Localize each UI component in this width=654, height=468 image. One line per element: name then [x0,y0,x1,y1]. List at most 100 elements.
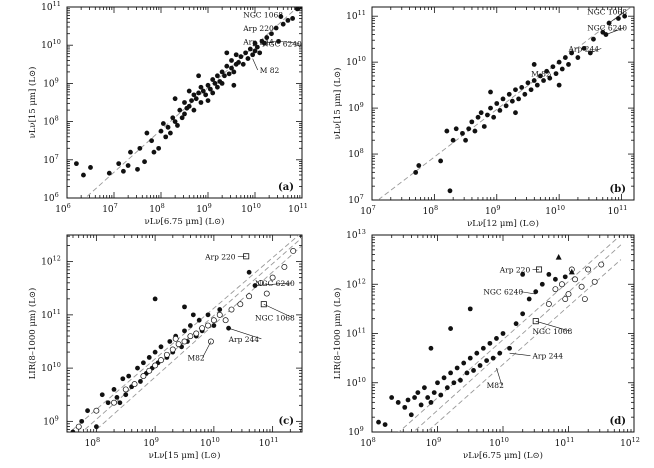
annotation-leader [202,341,212,358]
data-point [117,400,123,406]
data-point [205,98,211,103]
data-point [233,52,239,58]
data-point [211,323,217,328]
data-point [205,312,211,318]
y-tick-label: 107 [348,193,364,206]
data-point [238,54,244,60]
data-point [444,385,450,391]
data-point [198,100,204,105]
data-point [203,92,209,98]
annotation-label: NGC 1068 [255,314,295,323]
data-point [453,126,459,132]
annotation-label: NGC 1068 [243,11,283,20]
data-point [566,62,571,67]
data-point-open [222,317,229,324]
y-tick-label: 1011 [41,0,61,13]
data-point [544,68,550,74]
plot-area [377,7,632,200]
plot-frame [66,234,303,433]
y-tick-label: 1010 [346,376,366,389]
plot-area [376,235,622,432]
panel-label: (a) [278,182,294,193]
y-axis-label: νLν[15 μm] (L⊙) [332,68,343,140]
data-point [172,119,178,124]
data-point [541,78,546,83]
data-point [182,111,187,117]
data-point-open [598,261,605,268]
data-point [431,390,437,395]
data-point [556,82,562,88]
data-point [559,66,565,72]
data-point [451,380,457,386]
annotation-leader [252,58,258,71]
x-tick-label: 108 [149,202,165,215]
data-point [444,128,450,134]
data-point [531,62,537,67]
annotation-label: M82 [487,381,504,390]
data-point-triangle [555,253,562,260]
data-point-open [263,290,270,297]
data-point [539,281,545,287]
data-point [125,163,131,168]
data-point [428,400,434,405]
data-point [520,272,526,277]
data-point [526,296,532,302]
data-point-open [237,301,244,308]
data-point [469,119,475,125]
annotation-leader [520,291,536,295]
data-point [121,168,126,174]
data-point [252,48,258,54]
data-point [205,82,211,88]
annotation-label: M82 [187,353,204,362]
data-point-open [269,274,276,281]
fit-line [377,7,632,200]
data-point [226,71,232,77]
y-tick-label: 1011 [41,308,61,321]
data-point [464,370,470,376]
plot-area [69,235,302,432]
data-point [395,400,401,405]
annotation-label: Arp 244 [228,335,260,344]
data-point [458,377,463,383]
data-point [531,78,537,83]
data-point [116,161,122,167]
annotation-leader [263,303,293,318]
fit-line [398,235,622,432]
data-point [85,408,90,414]
data-point [165,124,171,130]
data-point [438,158,444,164]
data-point [509,98,515,104]
x-tick-label: 108 [85,436,101,449]
data-point [466,126,472,132]
data-point [187,323,193,328]
panel-label: (d) [610,416,626,427]
y-axis-label: LIR(8–1000 μm) (L⊙) [332,288,343,380]
data-point [416,163,422,168]
data-point [477,363,483,368]
data-point-open [585,266,592,273]
data-point [175,123,180,128]
data-point [463,137,468,143]
data-point [219,81,225,86]
annotation-label: NGC 1068 [532,327,572,336]
data-point [408,412,414,418]
x-tick-label: 108 [360,436,376,449]
data-point [138,379,143,384]
data-point [441,375,447,381]
x-tick-label: 109 [426,436,442,449]
y-tick-label: 1012 [346,277,366,290]
data-point [485,112,490,118]
annotation-label: Arp 220 [204,252,236,261]
data-point-open [172,335,179,342]
x-tick-label: 1011 [259,436,279,449]
annotation-label: NGC 6240 [587,24,627,33]
data-point [503,103,509,109]
data-point [461,360,467,366]
data-point [144,130,150,136]
data-point-open [246,293,253,300]
data-point [467,355,473,361]
data-point [481,124,487,129]
plot-frame [371,6,635,201]
annotation-leader [535,320,570,332]
